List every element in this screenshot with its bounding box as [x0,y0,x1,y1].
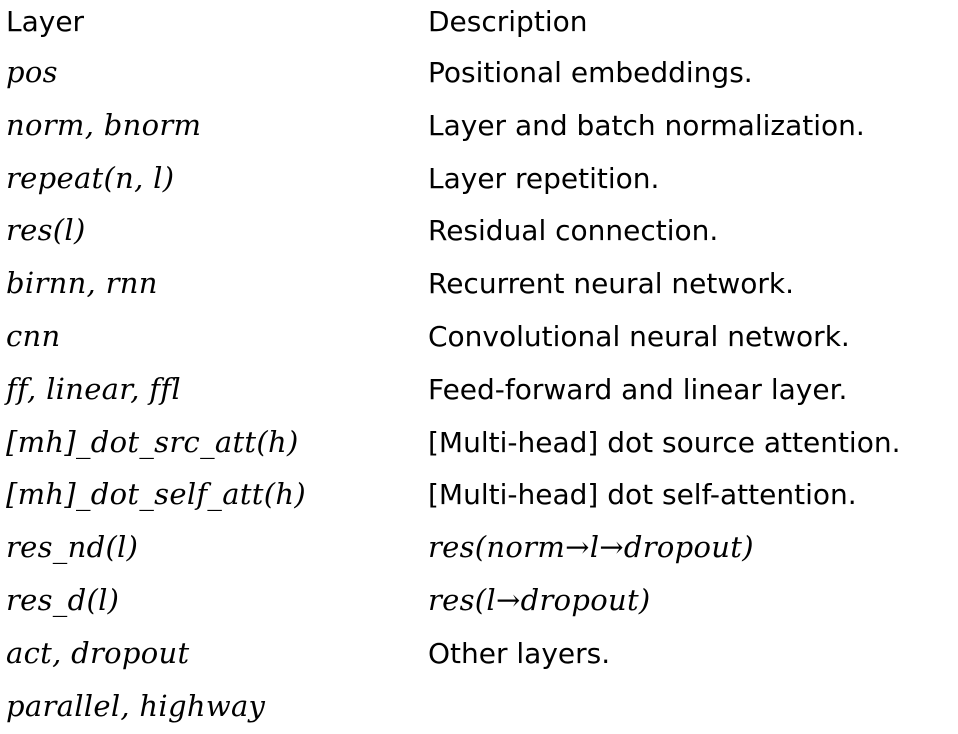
layer-name: res_nd(l) [6,530,139,565]
layer-description: [Multi-head] dot source attention. [428,425,901,459]
table-row: norm, bnorm Layer and batch normalizatio… [6,101,956,154]
layer-description: res(l→dropout) [428,582,651,617]
layer-name: ff, linear, ffl [6,371,181,406]
table-row: pos Positional embeddings. [6,48,956,101]
table-row: res(l) Residual connection. [6,206,956,259]
layer-name: [mh]_dot_src_att(h) [6,424,299,459]
layer-name: [mh]_dot_self_att(h) [6,477,306,512]
layer-description: Recurrent neural network. [428,267,795,301]
layer-description: Layer and batch normalization. [428,108,865,142]
layer-description: Layer repetition. [428,161,660,195]
layer-table: Layer Description pos Positional embeddi… [6,0,956,734]
layer-description: Other layers. [428,636,611,670]
layer-description: Positional embeddings. [428,56,753,89]
table-header: Layer Description [6,0,956,48]
layer-name: parallel, highway [6,688,266,723]
layer-name: act, dropout [6,635,190,670]
table-row: act, dropout Other layers. [6,629,956,682]
layer-description: Convolutional neural network. [428,319,850,353]
table-row: [mh]_dot_src_att(h) [Multi-head] dot sou… [6,418,956,471]
layer-description: [Multi-head] dot self-attention. [428,478,857,512]
layer-name: res(l) [6,213,86,248]
layer-description: Feed-forward and linear layer. [428,372,848,406]
layer-name: res_d(l) [6,582,120,617]
layer-name: repeat(n, l) [6,160,175,195]
layer-name: cnn [6,318,61,353]
layer-name: pos [6,55,58,89]
table-row: res_d(l) res(l→dropout) [6,576,956,629]
table-row: repeat(n, l) Layer repetition. [6,154,956,207]
layer-name: birnn, rnn [6,266,158,301]
table-row: [mh]_dot_self_att(h) [Multi-head] dot se… [6,470,956,523]
table-row: ff, linear, ffl Feed-forward and linear … [6,365,956,418]
header-layer: Layer [6,5,85,38]
table-row: res_nd(l) res(norm→l→dropout) [6,523,956,576]
table-row: parallel, highway [6,682,956,734]
layer-description: Residual connection. [428,214,719,248]
layer-name: norm, bnorm [6,107,202,142]
table-row: cnn Convolutional neural network. [6,312,956,365]
header-description: Description [428,5,588,38]
table-row: birnn, rnn Recurrent neural network. [6,259,956,312]
layer-description: res(norm→l→dropout) [428,530,754,565]
